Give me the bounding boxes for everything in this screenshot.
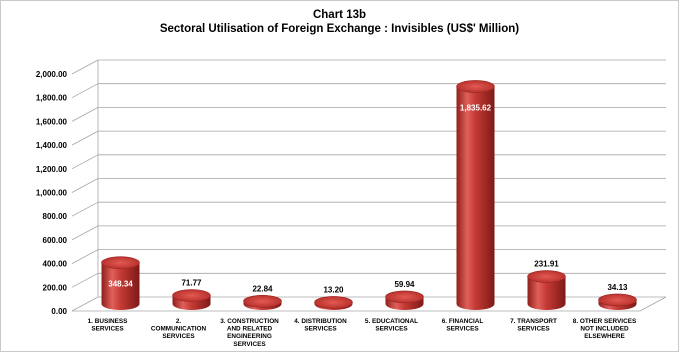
y-tick-label: 400.00 — [43, 260, 68, 269]
y-tick-label: 2,000.00 — [36, 70, 68, 79]
x-axis-categories: 1. BUSINESS SERVICES 2. COMMUNICATION SERVIC… — [88, 318, 637, 348]
gridline-depth — [71, 225, 99, 241]
bars: 348.34 71.77 22.84 13.20 59.94 1,835.62 231.91… — [101, 80, 637, 310]
y-tick-label: 1,600.00 — [36, 117, 68, 126]
floor-right-edge — [639, 296, 667, 312]
gridline-depth — [71, 178, 99, 193]
bar-body — [527, 276, 566, 310]
data-label: 348.34 — [108, 280, 133, 289]
y-tick-label: 1,000.00 — [36, 189, 68, 198]
data-label: 22.84 — [252, 284, 273, 293]
category-label: 5. EDUCATIONAL SERVICES — [365, 318, 418, 333]
gridline-depth — [71, 154, 99, 170]
gridline-depth — [71, 59, 99, 75]
category-label: 3. CONSTRUCTION AND RELATED ENGINEERING SER… — [220, 318, 279, 348]
data-label: 59.94 — [394, 280, 415, 289]
y-tick-label: 1,800.00 — [36, 94, 68, 103]
bar-cap — [598, 293, 637, 307]
bar-cap — [385, 290, 424, 304]
data-label: 13.20 — [323, 285, 344, 294]
bar-cap — [243, 294, 282, 308]
y-tick-label: 0.00 — [51, 307, 67, 316]
gridline-depth — [71, 296, 99, 312]
y-tick-label: 600.00 — [43, 236, 68, 245]
y-tick-label: 800.00 — [43, 212, 68, 221]
bar — [314, 296, 353, 310]
y-axis-ticks: 0.00 200.00 400.00 600.00 800.00 1,000.00 1,20… — [36, 70, 68, 316]
bar-cap — [172, 289, 211, 302]
data-label: 1,835.62 — [460, 103, 492, 112]
category-label: 4. DISTRIBUTION SERVICES — [294, 318, 347, 333]
bar-cap — [527, 270, 566, 283]
bar — [172, 289, 211, 310]
gridline-depth — [71, 249, 99, 264]
chart-subtitle: Sectoral Utilisation of Foreign Exchange… — [159, 23, 520, 35]
bar — [527, 270, 566, 310]
category-label: 1. BUSINESS SERVICES — [88, 318, 129, 333]
bar — [101, 256, 140, 310]
gridline-depth — [71, 83, 99, 99]
gridline-depth — [71, 130, 99, 146]
category-label: 2. COMMUNICATION SERVICES — [151, 318, 207, 340]
category-label: 7. TRANSPORT SERVICES — [510, 318, 557, 333]
bar-body — [456, 86, 495, 310]
gridline-depth — [71, 272, 99, 288]
data-label: 34.13 — [607, 283, 628, 292]
data-label: 71.77 — [181, 278, 202, 287]
y-tick-label: 200.00 — [43, 283, 68, 292]
bar-cap — [456, 80, 495, 93]
bar-cap — [314, 296, 353, 309]
bar-body — [101, 262, 140, 310]
bar — [598, 293, 637, 310]
bar-cap — [101, 256, 140, 270]
gridlines — [71, 59, 667, 312]
bar — [243, 294, 282, 310]
bar — [456, 80, 495, 310]
category-label: 6. FINANCIAL SERVICES — [442, 318, 484, 333]
data-label: 231.91 — [534, 260, 559, 269]
gridline-depth — [71, 107, 99, 122]
chart-title: Chart 13b — [312, 9, 367, 21]
category-label: 8. OTHER SERVICES NOT INCLUDED ELSEWHERE — [573, 318, 637, 340]
y-tick-label: 1,200.00 — [36, 165, 68, 174]
y-tick-label: 1,400.00 — [36, 141, 68, 150]
bar — [385, 290, 424, 310]
gridline-depth — [71, 201, 99, 217]
